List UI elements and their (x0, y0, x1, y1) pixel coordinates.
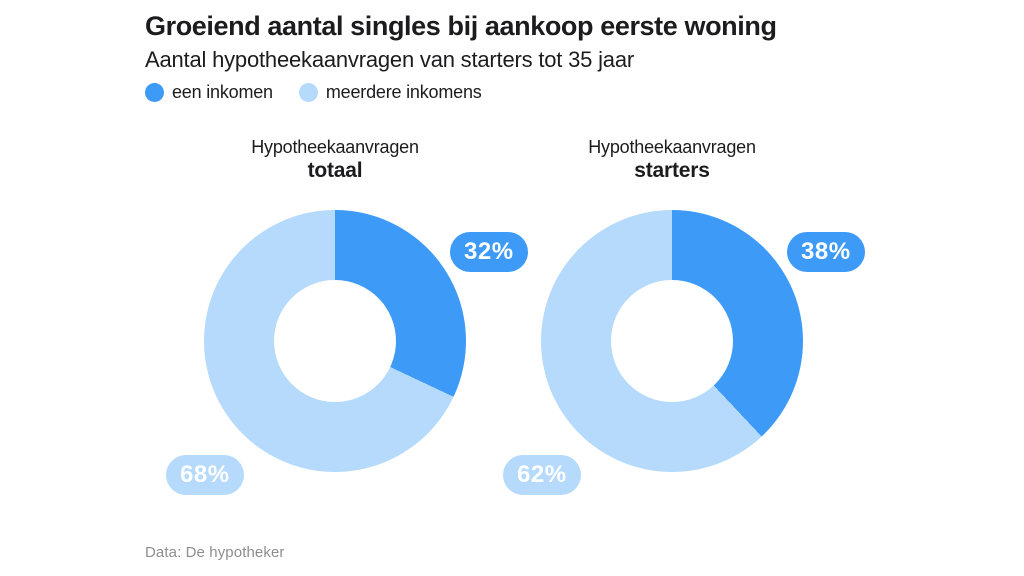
chart-title-line2: starters (634, 159, 710, 182)
value-badge-meerdere-inkomens: 62% (503, 455, 581, 495)
chart-title-line1: Hypotheekaanvragen (251, 137, 419, 157)
chart-title-line2: totaal (307, 159, 363, 182)
chart-totaal: Hypotheekaanvragen totaal 32% 68% (166, 136, 528, 495)
page-title: Groeiend aantal singles bij aankoop eers… (145, 11, 777, 41)
legend-item-een-inkomen: een inkomen (145, 82, 273, 103)
donut-chart-starters: 38% 62% (503, 210, 865, 495)
legend-label: meerdere inkomens (325, 82, 482, 103)
header: Groeiend aantal singles bij aankoop eers… (145, 11, 905, 103)
legend-label: een inkomen (172, 82, 273, 103)
legend: een inkomen meerdere inkomens (145, 82, 905, 103)
legend-item-meerdere-inkomens: meerdere inkomens (298, 82, 482, 103)
source-caption: Data: De hypotheker (145, 544, 285, 561)
page-subtitle: Aantal hypotheekaanvragen van starters t… (145, 47, 634, 73)
chart-starters: Hypotheekaanvragen starters 38% 62% (503, 136, 865, 495)
value-badge-meerdere-inkomens: 68% (166, 455, 244, 495)
legend-swatch-icon (298, 83, 318, 103)
donut-hole (611, 280, 733, 402)
value-badge-een-inkomen: 32% (450, 232, 528, 272)
legend-swatch-icon (145, 83, 164, 103)
chart-title: Hypotheekaanvragen starters (541, 136, 803, 184)
value-badge-een-inkomen: 38% (787, 232, 865, 272)
chart-title-line1: Hypotheekaanvragen (588, 137, 756, 157)
donut-chart-totaal: 32% 68% (166, 210, 528, 495)
donut-hole (274, 280, 396, 402)
chart-title: Hypotheekaanvragen totaal (204, 136, 466, 184)
